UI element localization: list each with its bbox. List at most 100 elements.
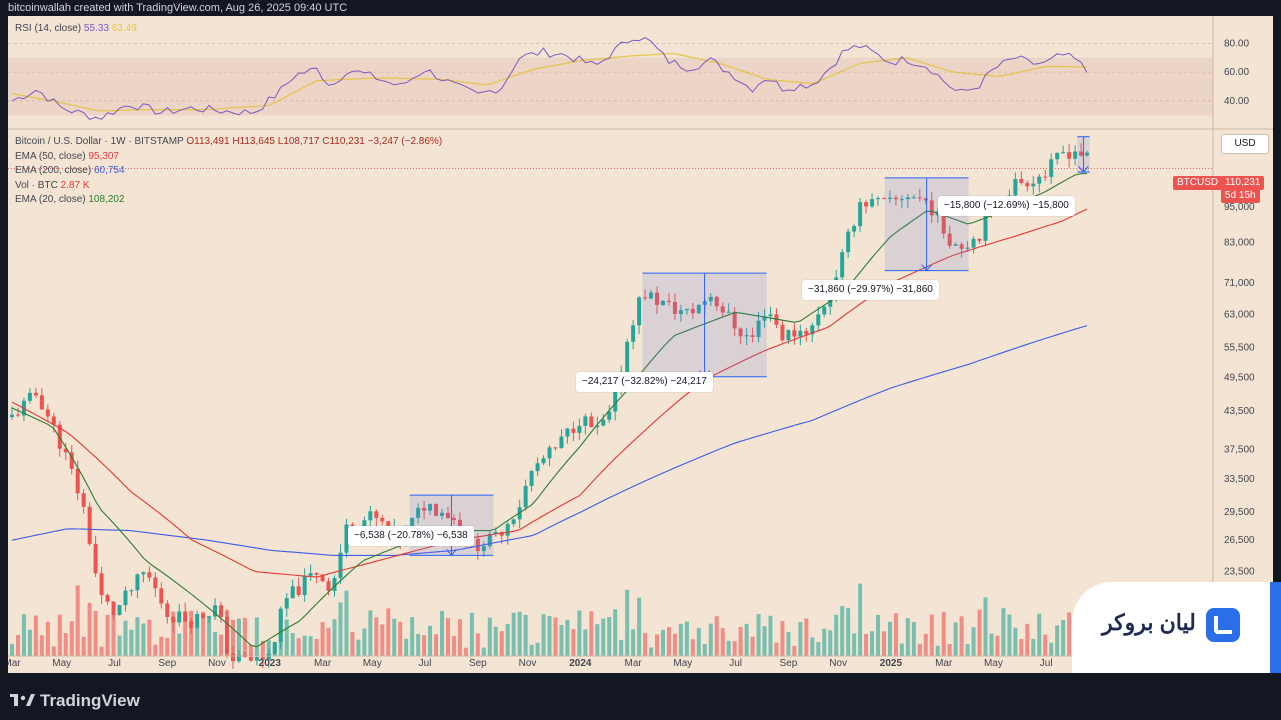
volume-bar <box>989 633 994 656</box>
candle <box>983 215 988 241</box>
volume-bar <box>147 619 152 656</box>
candle <box>159 588 164 604</box>
candle <box>123 590 128 606</box>
volume-bar <box>786 631 791 656</box>
volume-bar <box>440 610 445 656</box>
x-axis-tick: Mar <box>625 658 643 669</box>
volume-bar <box>39 635 44 656</box>
candle <box>625 341 630 372</box>
candle <box>858 202 863 227</box>
volume-bar <box>881 631 886 656</box>
volume-bar <box>451 636 456 656</box>
candle <box>601 419 606 426</box>
volume-bar <box>159 636 164 656</box>
candle <box>822 306 827 315</box>
candle <box>571 428 576 433</box>
chart-canvas[interactable]: 80.0060.0040.00105,00095,00083,00071,000… <box>8 16 1273 673</box>
volume-bar <box>1025 623 1030 656</box>
candle <box>296 586 301 595</box>
volume-bar <box>15 634 20 656</box>
volume-bar <box>846 608 851 656</box>
candle <box>248 656 253 661</box>
volume-value: 2.87 K <box>60 179 90 191</box>
candle <box>678 310 683 314</box>
candle <box>649 292 654 299</box>
volume-bar <box>852 633 857 656</box>
candle <box>302 575 307 595</box>
volume-bar <box>953 622 958 656</box>
volume-bar <box>1055 625 1060 656</box>
volume-bar <box>774 642 779 656</box>
candle <box>410 517 415 527</box>
rsi-band <box>8 57 1213 116</box>
drawdown-label-1: −6,538 (−20.78%) −6,538 <box>348 526 474 546</box>
volume-bar <box>278 613 283 656</box>
volume-bar <box>738 627 743 656</box>
x-axis-tick: Mar <box>935 658 953 669</box>
candle <box>1025 182 1030 187</box>
candle <box>1061 152 1066 154</box>
candle <box>941 211 946 234</box>
candle <box>923 198 928 201</box>
candle <box>959 244 964 249</box>
volume-bar <box>649 647 654 656</box>
candle <box>720 306 725 313</box>
volume-bar <box>1067 612 1072 656</box>
ema50-value: 95,307 <box>88 150 119 162</box>
ema20-value: 108,202 <box>88 194 125 206</box>
x-axis-tick: Jul <box>729 658 742 669</box>
candle <box>547 447 552 459</box>
volume-bar <box>702 644 707 656</box>
volume-bar <box>505 623 510 656</box>
candle <box>804 330 809 335</box>
volume-bar <box>666 627 671 656</box>
candle <box>440 512 445 516</box>
candle <box>523 485 528 508</box>
candle <box>129 590 134 592</box>
x-axis-tick: 2024 <box>569 658 592 669</box>
candle <box>852 226 857 232</box>
x-axis-tick: Jul <box>108 658 121 669</box>
candle <box>953 244 958 246</box>
candle <box>290 586 295 599</box>
broker-accent-strip <box>1270 582 1281 673</box>
volume-bar <box>565 619 570 656</box>
candle <box>481 546 486 552</box>
candle <box>75 468 80 494</box>
volume-bar <box>290 632 295 656</box>
volume-bar <box>189 610 194 656</box>
candle <box>666 300 671 302</box>
candle <box>977 238 982 241</box>
price-axis-tick: 43,500 <box>1224 406 1255 417</box>
x-axis-tick: May <box>984 658 1003 669</box>
volume-bar <box>177 633 182 656</box>
volume-bar <box>720 628 725 656</box>
volume-bar <box>1043 634 1048 656</box>
volume-bar <box>607 617 612 656</box>
price-axis-tick: 95,000 <box>1224 202 1255 213</box>
currency-button[interactable]: USD <box>1221 134 1269 154</box>
volume-bar <box>225 610 230 656</box>
x-axis-tick: 2025 <box>880 658 903 669</box>
candle <box>254 657 259 661</box>
chart-frame[interactable]: 80.0060.0040.00105,00095,00083,00071,000… <box>8 16 1273 673</box>
x-axis-tick: 2023 <box>259 658 282 669</box>
ohlc-change: −3,247 (−2.86%) <box>367 136 443 147</box>
volume-bar <box>678 623 683 656</box>
volume-bar <box>380 624 385 656</box>
volume-bar <box>523 614 528 656</box>
volume-bar <box>117 635 122 656</box>
candle <box>332 578 337 591</box>
candle <box>732 311 737 329</box>
price-axis-tick: 23,500 <box>1224 567 1255 578</box>
volume-bar <box>314 639 319 656</box>
volume-bar <box>260 640 265 656</box>
volume-bar <box>21 614 26 656</box>
x-axis-tick: Jul <box>419 658 432 669</box>
candle <box>1055 152 1060 160</box>
candle <box>870 199 875 207</box>
volume-bar <box>535 642 540 656</box>
volume-bar <box>428 625 433 656</box>
candle <box>39 395 44 410</box>
volume-bar <box>655 634 660 656</box>
